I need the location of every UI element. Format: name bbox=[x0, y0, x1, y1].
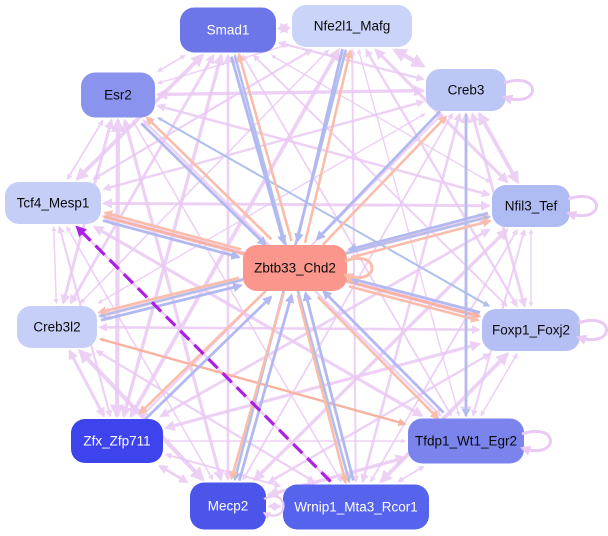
node-label-zfx_zfp711: Zfx_Zfp711 bbox=[83, 434, 150, 449]
node-box-foxp1_foxj2 bbox=[482, 309, 580, 351]
from-center-edge bbox=[303, 49, 353, 244]
node-zfx_zfp711: Zfx_Zfp711 bbox=[71, 419, 163, 463]
node-label-nfe2l1_mafg: Nfe2l1_Mafg bbox=[314, 19, 391, 34]
self-loop-tfdp1_wt1_egr2 bbox=[520, 430, 552, 456]
node-box-nfil3_tef bbox=[492, 185, 570, 227]
node-nfe2l1_mafg: Nfe2l1_Mafg bbox=[292, 5, 412, 47]
node-label-foxp1_foxj2: Foxp1_Foxj2 bbox=[492, 323, 570, 338]
node-esr2: Esr2 bbox=[81, 72, 155, 118]
from-center-edge bbox=[350, 218, 492, 259]
node-foxp1_foxj2: Foxp1_Foxj2 bbox=[482, 309, 580, 351]
self-loop-mecp2 bbox=[262, 495, 285, 520]
self-loop-foxp1_foxj2 bbox=[576, 319, 608, 345]
mesh-edge bbox=[158, 464, 189, 484]
node-box-nfe2l1_mafg bbox=[292, 5, 412, 47]
node-box-mecp2 bbox=[190, 482, 266, 530]
blue-edge bbox=[157, 116, 491, 307]
node-box-tcf4_mesp1 bbox=[5, 182, 101, 224]
to-center-edge bbox=[349, 275, 481, 314]
mesh-edge bbox=[101, 198, 492, 211]
from-center-edge bbox=[296, 294, 349, 485]
mesh-edge bbox=[155, 84, 426, 101]
mesh-edge bbox=[98, 322, 481, 335]
node-nfil3_tef: Nfil3_Tef bbox=[492, 185, 570, 227]
mesh-edge bbox=[156, 103, 491, 198]
node-smad1: Smad1 bbox=[180, 7, 276, 53]
mesh-edge bbox=[392, 48, 426, 68]
to-center-edge bbox=[347, 211, 489, 253]
node-label-nfil3_tef: Nfil3_Tef bbox=[505, 199, 558, 214]
from-center-edge bbox=[145, 116, 273, 241]
node-box-esr2 bbox=[81, 72, 155, 118]
from-center-edge bbox=[321, 115, 448, 246]
node-box-zfx_zfp711 bbox=[71, 419, 163, 463]
from-center-edge bbox=[316, 295, 440, 420]
node-label-zbtb33_chd2: Zbtb33_Chd2 bbox=[254, 261, 336, 276]
node-box-creb3 bbox=[426, 69, 506, 111]
salmon-edge bbox=[99, 337, 407, 427]
to-center-edge bbox=[294, 48, 344, 243]
node-creb3l2: Creb3l2 bbox=[17, 306, 97, 348]
to-center-edge bbox=[302, 291, 355, 481]
node-box-smad1 bbox=[180, 7, 276, 53]
mesh-edge bbox=[51, 225, 59, 305]
mesh-edge bbox=[348, 48, 360, 483]
node-tcf4_mesp1: Tcf4_Mesp1 bbox=[5, 182, 101, 224]
self-loop-zbtb33_chd2 bbox=[343, 257, 374, 283]
to-center-edge bbox=[229, 56, 287, 245]
node-label-esr2: Esr2 bbox=[104, 88, 132, 103]
node-label-mecp2: Mecp2 bbox=[208, 499, 249, 514]
self-loop-creb3 bbox=[502, 79, 534, 105]
to-center-edge bbox=[100, 282, 243, 322]
node-zbtb33_chd2: Zbtb33_Chd2 bbox=[243, 245, 347, 291]
node-label-creb3: Creb3 bbox=[448, 83, 485, 98]
from-center-edge bbox=[103, 210, 242, 251]
from-center-edge bbox=[97, 276, 240, 316]
mesh-edge bbox=[397, 465, 425, 483]
node-label-creb3l2: Creb3l2 bbox=[33, 320, 80, 335]
node-label-wrnip1_mta3_rcor1: Wrnip1_Mta3_Rcor1 bbox=[294, 500, 418, 515]
from-center-edge bbox=[236, 52, 293, 242]
from-center-edge bbox=[348, 285, 480, 323]
mesh-edge bbox=[164, 452, 282, 488]
node-box-wrnip1_mta3_rcor1 bbox=[283, 484, 429, 530]
node-tfdp1_wt1_egr2: Tfdp1_Wt1_Egr2 bbox=[408, 418, 524, 464]
node-label-tcf4_mesp1: Tcf4_Mesp1 bbox=[17, 196, 90, 211]
to-center-edge bbox=[315, 110, 442, 241]
mesh-edge bbox=[157, 54, 186, 73]
node-label-smad1: Smad1 bbox=[207, 23, 250, 38]
to-center-edge bbox=[144, 295, 273, 420]
to-center-edge bbox=[140, 122, 267, 247]
node-mecp2: Mecp2 bbox=[190, 482, 266, 530]
node-box-creb3l2 bbox=[17, 306, 97, 348]
node-box-tfdp1_wt1_egr2 bbox=[408, 418, 524, 464]
to-center-edge bbox=[322, 289, 445, 414]
to-center-edge bbox=[102, 219, 241, 260]
from-center-edge bbox=[229, 292, 286, 481]
node-box-zbtb33_chd2 bbox=[243, 245, 347, 291]
node-wrnip1_mta3_rcor1: Wrnip1_Mta3_Rcor1 bbox=[283, 484, 429, 530]
node-creb3: Creb3 bbox=[426, 69, 506, 111]
node-label-tfdp1_wt1_egr2: Tfdp1_Wt1_Egr2 bbox=[415, 434, 517, 449]
to-center-edge bbox=[237, 293, 295, 481]
self-loop-nfil3_tef bbox=[566, 195, 598, 221]
